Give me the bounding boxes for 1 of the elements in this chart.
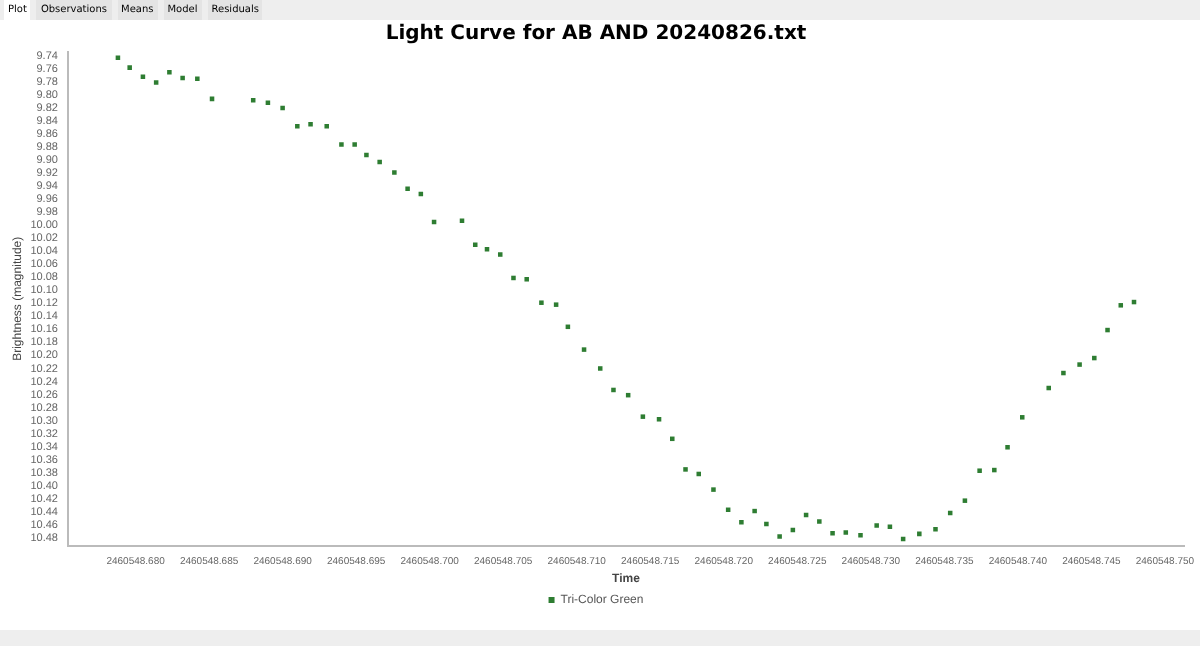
chart-title: Light Curve for AB AND 20240826.txt <box>385 23 807 46</box>
